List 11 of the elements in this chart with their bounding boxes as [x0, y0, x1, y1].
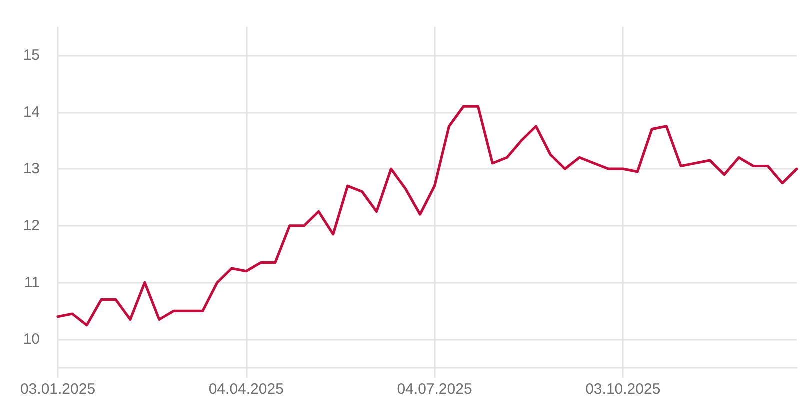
x-tick-label: 03.10.2025 [586, 381, 661, 398]
y-tick-label: 12 [23, 217, 40, 234]
y-tick-label: 15 [23, 46, 40, 64]
x-tick-label: 04.07.2025 [397, 381, 472, 398]
y-tick-label: 11 [24, 274, 40, 292]
line-series [56, 105, 798, 327]
x-tick-label: 03.01.2025 [20, 381, 96, 398]
y-tick-label: 10 [23, 331, 40, 348]
y-tick-label: 13 [23, 160, 40, 178]
x-tick-label: 04.04.2025 [208, 381, 284, 398]
y-tick-label: 14 [23, 104, 40, 121]
